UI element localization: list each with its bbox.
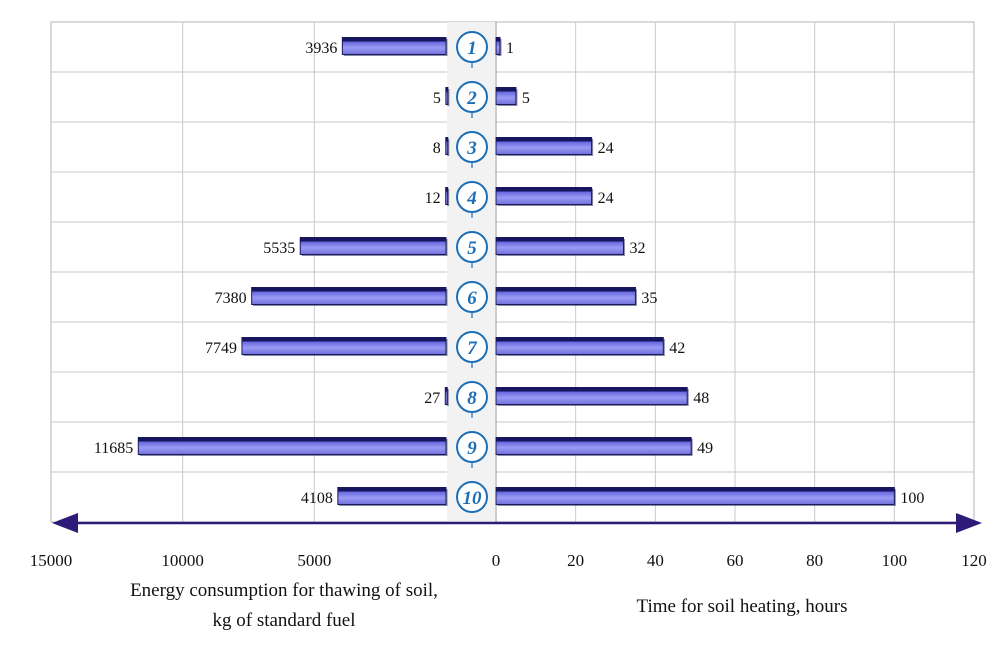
number-circle [456, 181, 488, 213]
value-label-left-3: 8 [433, 140, 441, 157]
bar-right-8 [495, 387, 689, 406]
value-label-right-7: 42 [669, 340, 685, 357]
value-label-left-1: 3936 [305, 40, 337, 57]
item-number-8: 8 [456, 381, 488, 413]
number-text: 3 [466, 138, 477, 159]
value-label-right-9: 49 [697, 440, 713, 457]
right-tick-label: 80 [806, 551, 823, 570]
bar-left-6 [251, 287, 448, 306]
value-label-right-10: 100 [900, 490, 924, 507]
axis-arrow [52, 513, 982, 533]
value-label-left-6: 7380 [215, 290, 247, 307]
number-circle [456, 381, 488, 413]
bars [137, 37, 896, 506]
number-text: 7 [467, 338, 478, 359]
value-label-right-6: 35 [641, 290, 657, 307]
bar-left-3 [445, 137, 450, 156]
number-circle [456, 131, 488, 163]
right-tick-label: 100 [882, 551, 908, 570]
number-text: 1 [467, 38, 477, 59]
value-label-right-3: 24 [598, 140, 614, 157]
left-arrowhead [52, 513, 78, 533]
number-text: 9 [467, 438, 477, 459]
right-tick-label: 0 [492, 551, 501, 570]
right-tick-label: 20 [567, 551, 584, 570]
bar-left-5 [299, 237, 448, 256]
right-axis-title: Time for soil heating, hours [637, 596, 848, 617]
value-label-left-7: 7749 [205, 340, 237, 357]
right-tick-label: 60 [727, 551, 744, 570]
value-label-right-2: 5 [522, 90, 530, 107]
bar-left-9 [137, 437, 448, 456]
number-circle [456, 231, 488, 263]
bar-right-6 [495, 287, 637, 306]
value-label-left-10: 4108 [301, 490, 333, 507]
item-number-2: 2 [456, 81, 488, 113]
item-number-10: 10 [456, 481, 488, 513]
item-number-3: 3 [456, 131, 488, 163]
number-text: 2 [466, 88, 477, 109]
item-number-7: 7 [456, 331, 488, 363]
left-axis-title-line1: Energy consumption for thawing of soil, [130, 580, 438, 601]
item-number-1: 1 [456, 31, 488, 63]
value-label-right-1: 1 [506, 40, 514, 57]
left-tick-label: 15000 [30, 551, 73, 570]
value-label-left-4: 12 [425, 190, 441, 207]
item-number-4: 4 [456, 181, 488, 213]
bar-right-10 [495, 487, 896, 506]
item-number-6: 6 [456, 281, 488, 313]
left-tick-label: 10000 [161, 551, 204, 570]
bar-right-7 [495, 337, 665, 356]
bar-left-8 [444, 387, 449, 406]
tick-labels: 15000 10000 5000 0 20 40 60 80 100 120 [30, 551, 987, 570]
bar-right-3 [495, 137, 594, 156]
value-label-left-9: 11685 [94, 440, 133, 457]
number-text: 4 [466, 188, 477, 209]
left-tick-label: 5000 [297, 551, 331, 570]
bar-left-7 [241, 337, 448, 356]
value-label-left-5: 5535 [263, 240, 295, 257]
bar-right-9 [495, 437, 693, 456]
value-label-right-5: 32 [629, 240, 645, 257]
number-text: 6 [467, 288, 477, 309]
bar-right-1 [495, 37, 502, 56]
bar-right-5 [495, 237, 625, 256]
bar-right-2 [495, 87, 518, 106]
left-axis-title-line2: kg of standard fuel [213, 610, 356, 631]
right-arrowhead [956, 513, 982, 533]
item-numbers: 1 2 3 4 5 6 7 8 9 10 [456, 31, 488, 513]
number-circle [456, 281, 488, 313]
number-text: 10 [463, 488, 483, 509]
value-label-left-8: 27 [424, 390, 440, 407]
bar-right-4 [495, 187, 594, 206]
bar-left-2 [445, 87, 450, 106]
item-number-9: 9 [456, 431, 488, 463]
number-circle [456, 331, 488, 363]
bar-left-4 [445, 187, 450, 206]
value-label-right-8: 48 [693, 390, 709, 407]
value-label-right-4: 24 [598, 190, 614, 207]
bar-left-10 [337, 487, 448, 506]
number-text: 5 [467, 238, 477, 259]
right-tick-label: 40 [647, 551, 664, 570]
number-text: 8 [467, 388, 477, 409]
value-label-left-2: 5 [433, 90, 441, 107]
number-circle [456, 81, 488, 113]
right-tick-label: 120 [961, 551, 987, 570]
number-circle [456, 431, 488, 463]
number-circle [456, 31, 488, 63]
bar-left-1 [341, 37, 448, 56]
item-number-5: 5 [456, 231, 488, 263]
number-circle [456, 481, 488, 513]
